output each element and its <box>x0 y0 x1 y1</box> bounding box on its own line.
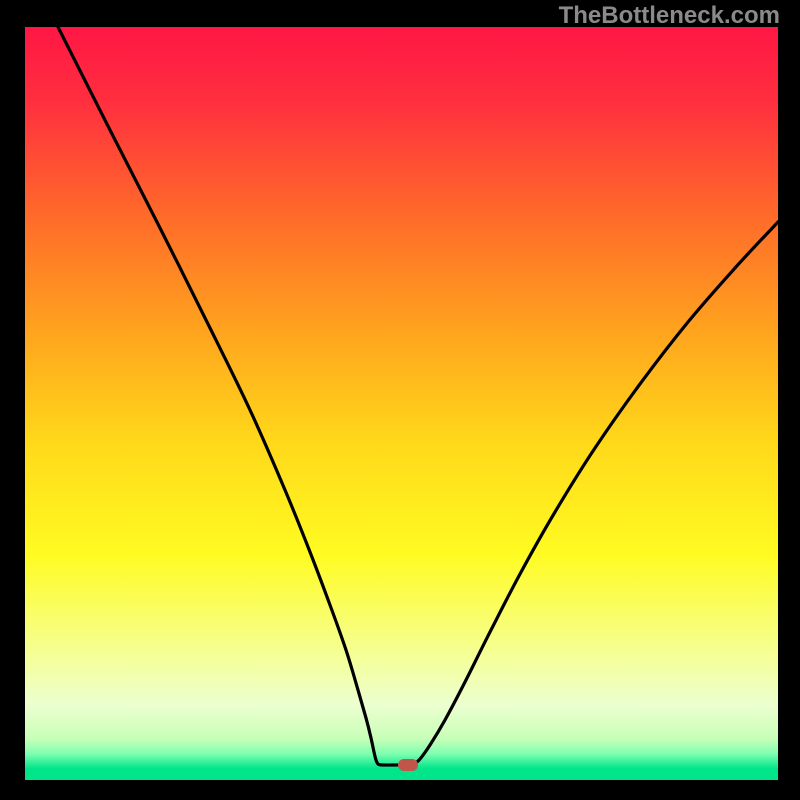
chart-container: TheBottleneck.com <box>0 0 800 800</box>
watermark-text: TheBottleneck.com <box>559 2 780 30</box>
plot-area <box>25 27 778 780</box>
